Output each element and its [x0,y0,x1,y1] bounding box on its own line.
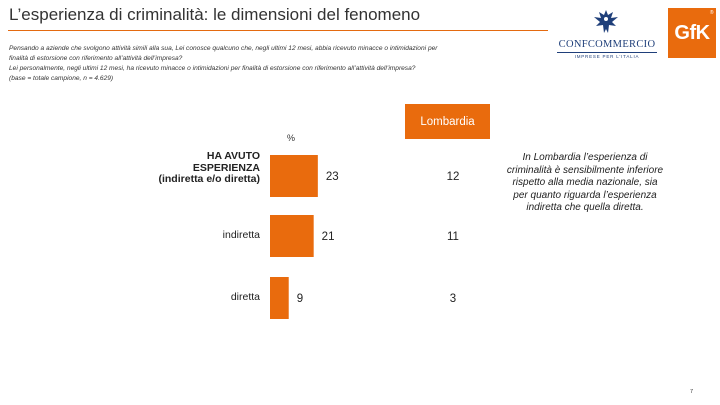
bar-value-label: 21 [322,231,335,243]
category-label-line: HA AVUTO [206,150,260,162]
confcommercio-logo: CONFCOMMERCIO IMPRESE PER L’ITALIA [557,8,657,64]
region-value-label: 11 [447,231,459,243]
unit-label: % [287,133,296,143]
category-label: HA AVUTO ESPERIENZA (indiretta e/o diret… [130,150,260,186]
bar-value-label: 23 [326,171,339,183]
question-base: (base = totale campione, n = 4.629) [9,75,114,82]
category-label-line: ESPERIENZA [192,161,260,174]
gfk-logo: GfK ® [668,8,716,58]
survey-question: Pensando a aziende che svolgono attività… [9,44,539,84]
bar [270,215,314,257]
confcommercio-name: CONFCOMMERCIO [558,39,656,50]
region-header: Lombardia [405,104,490,139]
question-line: Pensando a aziende che svolgono attività… [9,45,438,52]
category-label-line: indiretta [222,229,260,241]
category-label-line: diretta [230,291,260,303]
commentary-note: In Lombardia l’esperienza di criminalità… [506,152,664,213]
category-label-line: (indiretta e/o diretta) [158,173,260,185]
bar [270,277,289,319]
question-line: Lei personalmente, negli ultimi 12 mesi,… [9,65,416,72]
region-value-label: 12 [447,171,460,183]
bar-value-label: 9 [297,293,303,305]
category-label: diretta [130,291,260,304]
page-number: 7 [690,389,694,395]
confcommercio-subtitle: IMPRESE PER L’ITALIA [574,54,640,59]
page-title: L’esperienza di criminalità: le dimensio… [9,5,421,24]
region-value-label: 3 [450,293,456,305]
bar [270,155,318,197]
gfk-trademark: ® [709,10,714,16]
confcommercio-underline [557,52,657,53]
title-divider [8,30,548,31]
question-line: finalità di estorsione con riferimento a… [9,55,183,62]
eagle-icon [594,10,618,33]
category-label: indiretta [130,229,260,242]
gfk-wordmark: GfK [674,21,710,44]
